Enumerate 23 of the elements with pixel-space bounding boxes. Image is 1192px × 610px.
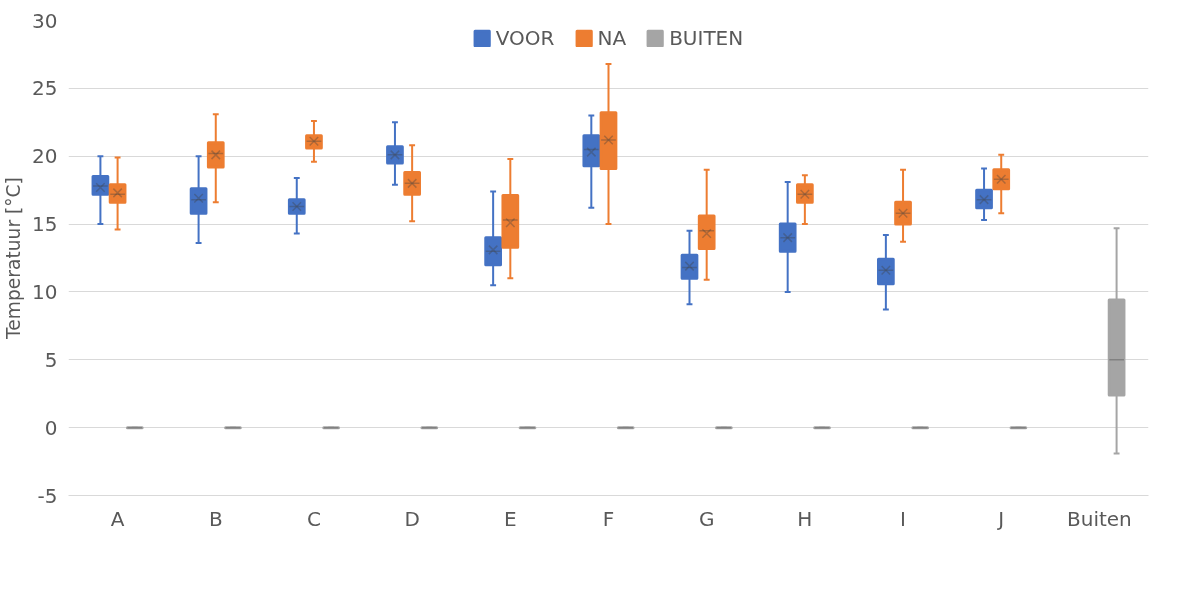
y-tick-label: 0	[44, 415, 58, 440]
x-tick-label: E	[504, 506, 517, 531]
y-tick-label: 15	[32, 212, 58, 237]
x-tick-label: B	[208, 506, 223, 531]
y-tick-label: -5	[37, 483, 58, 508]
y-tick-label: 10	[32, 279, 58, 304]
x-tick-label: F	[602, 506, 615, 531]
y-tick-label: 5	[44, 347, 58, 372]
x-tick-label: Buiten	[1067, 506, 1132, 531]
x-tick-label: C	[306, 506, 321, 531]
x-tick-label: J	[996, 506, 1005, 531]
y-axis-title: Temperatuur [°C]	[3, 177, 25, 340]
legend-label: NA	[597, 26, 627, 50]
y-tick-label: 30	[32, 8, 58, 33]
x-tick-label: A	[110, 506, 125, 531]
x-tick-label: I	[900, 506, 906, 531]
legend-label: VOOR	[495, 26, 555, 50]
y-tick-label: 20	[32, 144, 58, 169]
legend-label: BUITEN	[669, 26, 744, 50]
x-tick-label: G	[698, 506, 715, 531]
y-tick-label: 25	[32, 76, 58, 101]
x-tick-label: D	[404, 506, 420, 531]
x-tick-label: H	[797, 506, 813, 531]
